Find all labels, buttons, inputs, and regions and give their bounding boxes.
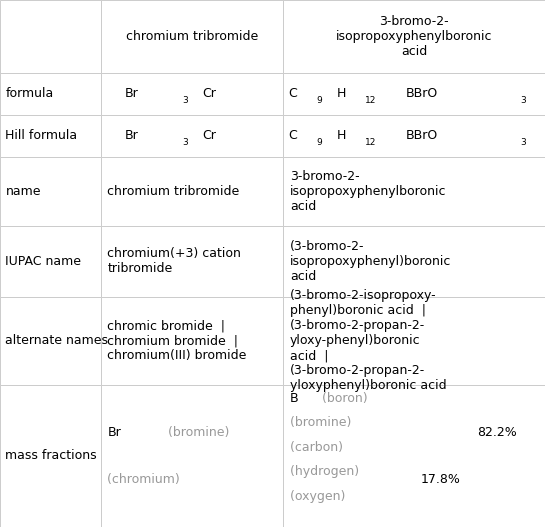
Text: (3-bromo-2-
isopropoxyphenyl)boronic
acid: (3-bromo-2- isopropoxyphenyl)boronic aci… [290,240,451,282]
Text: Cr: Cr [202,87,216,100]
Text: (carbon): (carbon) [290,441,347,454]
Text: 3: 3 [182,96,187,105]
Bar [0,73,101,115]
Text: 3-bromo-2-
isopropoxyphenylboronic
acid: 3-bromo-2- isopropoxyphenylboronic acid [290,170,446,213]
Text: name: name [5,185,41,198]
Text: chromic bromide  |
chromium bromide  |
chromium(III) bromide: chromic bromide | chromium bromide | chr… [107,319,247,362]
Text: IUPAC name: IUPAC name [5,255,81,268]
Text: chromium tribromide: chromium tribromide [126,30,258,43]
Text: 9: 9 [316,96,322,105]
Bar [101,226,283,297]
Text: H: H [337,130,346,142]
Text: B: B [290,392,299,405]
Text: Br: Br [125,87,139,100]
Text: (chromium): (chromium) [107,473,184,486]
Bar [0,297,101,385]
Bar [283,297,545,385]
Bar [283,73,545,115]
Bar [101,385,283,527]
Text: (oxygen): (oxygen) [290,490,349,503]
Bar [0,115,101,157]
Bar [283,385,545,527]
Text: Hill formula: Hill formula [5,130,77,142]
Text: 9: 9 [316,138,322,148]
Text: chromium(+3) cation
tribromide: chromium(+3) cation tribromide [107,247,241,275]
Text: 12: 12 [365,138,377,148]
Bar [283,226,545,297]
Text: 3: 3 [520,96,526,105]
Text: alternate names: alternate names [5,334,108,347]
Text: H: H [337,87,346,100]
Bar [0,0,101,73]
Text: C: C [288,87,296,100]
Text: mass fractions: mass fractions [5,450,97,462]
Text: (bromine): (bromine) [164,426,234,438]
Bar [0,226,101,297]
Bar [101,157,283,226]
Text: chromium tribromide: chromium tribromide [107,185,240,198]
Bar [283,157,545,226]
Bar [101,73,283,115]
Bar [0,157,101,226]
Text: Br: Br [107,426,121,438]
Text: BBrO: BBrO [406,130,439,142]
Text: (hydrogen): (hydrogen) [290,465,363,479]
Text: 3-bromo-2-
isopropoxyphenylboronic
acid: 3-bromo-2- isopropoxyphenylboronic acid [336,15,493,58]
Text: 17.8%: 17.8% [420,473,460,486]
Text: C: C [288,130,296,142]
Bar [101,0,283,73]
Text: 82.2%: 82.2% [477,426,517,438]
Text: 3: 3 [182,138,187,148]
Bar [283,115,545,157]
Text: 12: 12 [365,96,377,105]
Bar [101,297,283,385]
Text: formula: formula [5,87,54,100]
Bar [0,385,101,527]
Text: Br: Br [125,130,139,142]
Text: (3-bromo-2-isopropoxy-
phenyl)boronic acid  |
(3-bromo-2-propan-2-
yloxy-phenyl): (3-bromo-2-isopropoxy- phenyl)boronic ac… [290,289,446,392]
Text: (bromine): (bromine) [290,416,355,429]
Text: 3: 3 [520,138,526,148]
Bar [101,115,283,157]
Bar [283,0,545,73]
Text: (boron): (boron) [318,392,372,405]
Text: Cr: Cr [202,130,216,142]
Text: BBrO: BBrO [406,87,439,100]
